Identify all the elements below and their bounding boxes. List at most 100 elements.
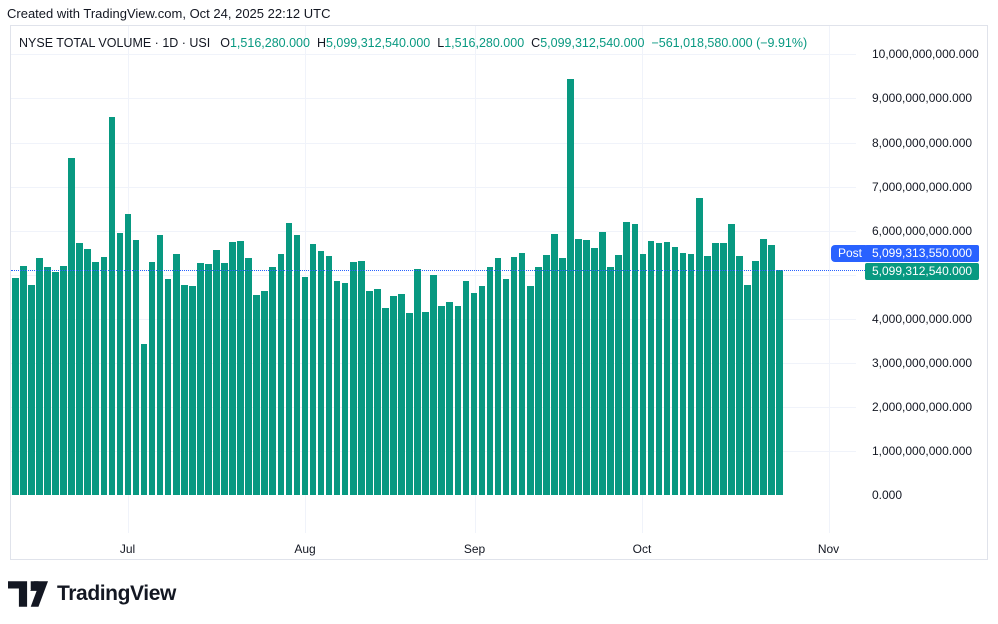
chart-region: NYSE TOTAL VOLUME · 1D · USI O1,516,280.0… <box>10 25 988 560</box>
volume-bar <box>205 264 212 495</box>
price-axis-label: 8,000,000,000.000 <box>872 135 973 150</box>
series-legend: NYSE TOTAL VOLUME · 1D · USI O1,516,280.0… <box>19 36 807 50</box>
volume-bar <box>406 313 413 495</box>
close-price-label: 5,099,312,540.000 <box>865 262 979 280</box>
volume-bar <box>333 280 341 495</box>
volume-bar <box>760 238 767 495</box>
legend-ohlc-key: L <box>437 36 445 50</box>
volume-bar <box>189 285 196 495</box>
volume-bar <box>237 240 244 495</box>
volume-bar <box>108 116 116 495</box>
volume-bar <box>695 198 703 495</box>
volume-bar <box>213 250 220 495</box>
price-axis-label: 7,000,000,000.000 <box>872 179 973 194</box>
volume-bar <box>736 256 743 495</box>
volume-bar <box>390 296 397 495</box>
volume-bar <box>277 253 285 495</box>
volume-bar <box>309 244 317 495</box>
time-axis-label: Aug <box>294 542 316 556</box>
tradingview-logo[interactable]: TradingView <box>8 581 176 607</box>
legend-symbol-title: NYSE TOTAL VOLUME · 1D · USI <box>19 36 211 50</box>
volume-bar <box>92 262 100 495</box>
volume-bar <box>462 280 470 495</box>
gridline-horizontal <box>11 230 856 232</box>
gridline-horizontal <box>11 186 856 188</box>
volume-bar <box>494 257 502 495</box>
volume-bar <box>655 242 663 495</box>
volume-bar <box>510 256 518 495</box>
volume-bars <box>11 26 987 559</box>
post-market-badge: Post <box>831 245 870 262</box>
volume-bar <box>382 308 389 495</box>
volume-bar <box>245 258 252 495</box>
volume-bar <box>744 284 751 495</box>
legend-ohlc-value: 5,099,312,540.000 <box>325 36 431 50</box>
volume-bar <box>712 242 719 495</box>
volume-bar <box>599 231 606 495</box>
volume-bar <box>543 255 550 495</box>
volume-bar <box>454 305 462 495</box>
volume-bar <box>60 266 67 495</box>
price-axis-label: 0.000 <box>872 488 903 502</box>
volume-bar <box>470 292 478 495</box>
volume-bar <box>663 242 671 495</box>
volume-bar <box>317 250 325 495</box>
volume-bar <box>261 290 269 495</box>
volume-bar <box>575 239 582 495</box>
volume-bar <box>647 241 655 495</box>
volume-bar <box>285 223 293 495</box>
gridline-horizontal <box>11 98 856 100</box>
volume-bar <box>526 286 534 495</box>
volume-bar <box>430 274 437 495</box>
legend-change-value: −561,018,580.000 (−9.91%) <box>651 36 808 50</box>
volume-bar <box>84 249 91 495</box>
volume-bar <box>631 224 639 495</box>
volume-bar <box>44 267 51 495</box>
price-axis-label: 9,000,000,000.000 <box>872 91 973 106</box>
volume-bar <box>591 248 598 495</box>
volume-bar <box>357 261 365 495</box>
volume-bar <box>293 235 301 495</box>
gridline-month <box>828 26 830 533</box>
volume-bar <box>623 221 631 495</box>
volume-bar <box>703 256 711 495</box>
volume-bar <box>502 278 510 495</box>
post-price-label: 5,099,313,550.000 <box>865 245 979 262</box>
volume-bar <box>325 256 333 495</box>
legend-ohlc-value: 1,516,280.000 <box>444 36 525 50</box>
volume-bar <box>559 257 566 495</box>
volume-bar <box>374 289 381 495</box>
volume-bar <box>28 285 35 495</box>
legend-ohlc-key: H <box>316 36 326 50</box>
volume-bar <box>414 269 421 495</box>
volume-bar <box>180 285 188 495</box>
volume-bar <box>486 267 494 495</box>
volume-bar <box>269 266 277 495</box>
volume-bar <box>728 224 735 495</box>
volume-bar <box>140 344 148 495</box>
volume-bar <box>768 245 775 495</box>
volume-bar <box>20 266 27 495</box>
volume-bar <box>52 272 59 495</box>
volume-bar <box>132 240 140 495</box>
volume-bar <box>156 235 164 495</box>
volume-bar <box>776 270 783 495</box>
volume-bar <box>583 240 590 495</box>
volume-bar <box>551 234 558 495</box>
volume-bar <box>446 302 454 495</box>
tradingview-logo-text: TradingView <box>57 582 176 605</box>
legend-ohlc-value: 1,516,280.000 <box>229 36 310 50</box>
legend-ohlc-key: O <box>220 36 230 50</box>
time-axis-label: Sep <box>463 542 486 556</box>
time-scale: Jul Aug Sep Oct Nov <box>11 26 987 559</box>
gridline-month <box>474 26 476 533</box>
volume-bar <box>301 277 309 495</box>
volume-bar <box>438 305 446 495</box>
volume-bar <box>752 261 759 495</box>
volume-bar <box>253 294 260 495</box>
volume-bar <box>607 266 614 495</box>
tradingview-logo-icon <box>8 581 48 607</box>
volume-bar <box>164 279 172 495</box>
volume-bar <box>124 214 132 495</box>
legend-ohlc-value: 5,099,312,540.000 <box>540 36 645 50</box>
